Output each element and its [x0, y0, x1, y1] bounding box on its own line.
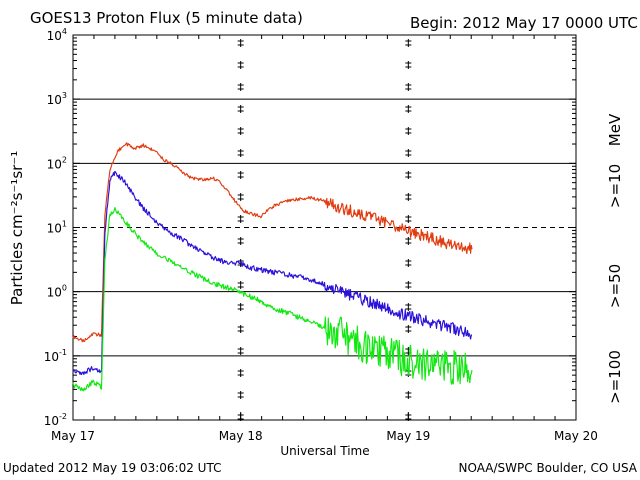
- y-axis-label: Particles cm⁻²s⁻¹sr⁻¹: [8, 151, 26, 305]
- x-tick-label: May 20: [554, 429, 598, 443]
- y-tick-exponent: 1: [62, 220, 67, 229]
- updated-footer: Updated 2012 May 19 03:06:02 UTC: [3, 461, 221, 475]
- series-line-ge-50: [72, 170, 473, 376]
- legend-100-mev: >=100: [606, 350, 624, 404]
- chart-title: GOES13 Proton Flux (5 minute data): [30, 9, 303, 27]
- x-tick-label: May 17: [51, 429, 95, 443]
- y-tick-exponent: 0: [62, 284, 67, 293]
- legend-50-mev: >=50: [606, 264, 624, 308]
- x-tick-label: May 19: [386, 429, 430, 443]
- source-footer: NOAA/SWPC Boulder, CO USA: [459, 461, 638, 475]
- x-tick-label: May 18: [219, 429, 263, 443]
- x-axis-label: Universal Time: [280, 444, 369, 458]
- series-legend: >=10 MeV >=50 >=100: [606, 113, 624, 404]
- y-tick-exponent: -1: [59, 348, 67, 357]
- series-line-ge-100: [72, 207, 473, 392]
- y-tick-exponent: 3: [62, 91, 67, 100]
- y-tick-exponent: -2: [59, 412, 67, 421]
- y-tick-exponent: 2: [62, 155, 67, 164]
- begin-label: Begin: 2012 May 17 0000 UTC: [410, 14, 638, 32]
- series-layer: [72, 142, 473, 392]
- legend-10-mev: >=10: [606, 164, 624, 208]
- series-line-ge-10: [72, 142, 473, 343]
- y-tick-exponent: 4: [62, 27, 67, 36]
- legend-mev-unit: MeV: [606, 113, 624, 146]
